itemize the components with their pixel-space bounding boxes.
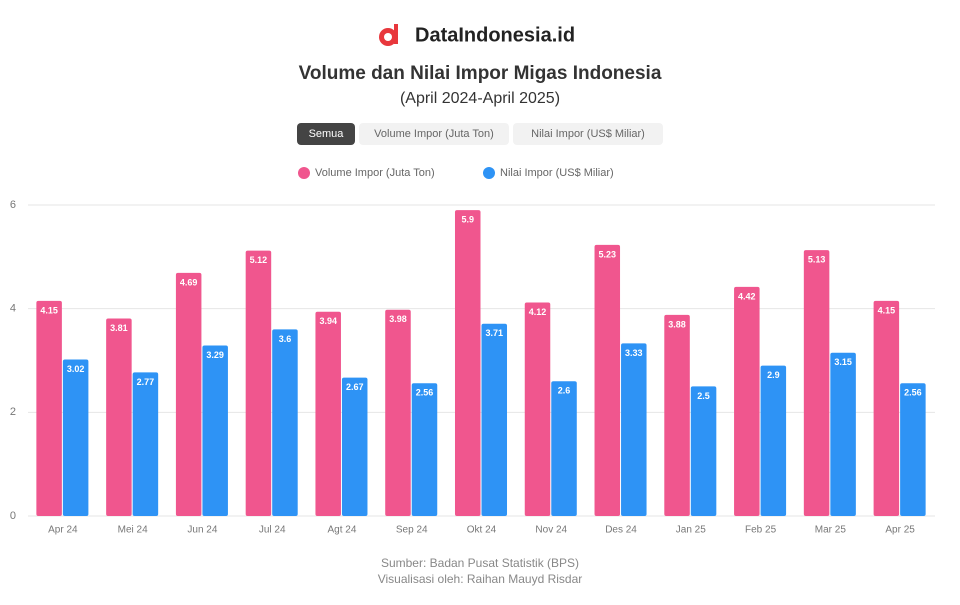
data-label: 4.69 bbox=[180, 277, 198, 287]
x-tick-label: Mei 24 bbox=[118, 525, 148, 536]
x-tick-label: Mar 25 bbox=[815, 525, 847, 536]
data-label: 3.02 bbox=[67, 364, 85, 374]
legend-swatch[interactable] bbox=[483, 167, 495, 179]
bar bbox=[202, 345, 228, 516]
bar bbox=[132, 372, 159, 516]
legend-label[interactable]: Volume Impor (Juta Ton) bbox=[315, 167, 435, 179]
data-label: 2.56 bbox=[904, 388, 922, 398]
data-label: 3.81 bbox=[110, 323, 128, 333]
x-tick-label: Apr 24 bbox=[48, 525, 78, 536]
bar bbox=[873, 300, 900, 516]
bar bbox=[36, 300, 62, 516]
data-label: 3.29 bbox=[206, 350, 224, 360]
bar bbox=[272, 329, 298, 516]
data-label: 2.6 bbox=[558, 386, 571, 396]
bar bbox=[175, 272, 202, 516]
x-tick-label: Feb 25 bbox=[745, 525, 777, 536]
data-label: 3.94 bbox=[319, 316, 337, 326]
bar bbox=[62, 359, 89, 516]
bar bbox=[594, 244, 621, 516]
bar bbox=[551, 381, 577, 516]
y-tick-label: 2 bbox=[10, 406, 16, 418]
data-label: 2.5 bbox=[697, 391, 710, 401]
plot: 0 2 4 6 Apr 24 4.15 3.02 Mei 24 3.81 2.77 Jun 24 4.… bbox=[10, 199, 935, 536]
bar bbox=[900, 383, 926, 516]
data-label: 5.13 bbox=[808, 254, 826, 264]
data-label: 4.12 bbox=[529, 307, 547, 317]
bar bbox=[621, 343, 647, 516]
chart-subtitle: (April 2024-April 2025) bbox=[400, 90, 560, 107]
x-tick-label: Nov 24 bbox=[535, 525, 567, 536]
bar bbox=[411, 383, 438, 516]
x-tick-label: Jan 25 bbox=[676, 525, 706, 536]
x-tick-label: Jun 24 bbox=[187, 525, 217, 536]
bar bbox=[315, 311, 341, 516]
bar bbox=[245, 250, 272, 516]
data-label: 2.67 bbox=[346, 382, 364, 392]
filter-button-label[interactable]: Nilai Impor (US$ Miliar) bbox=[531, 128, 645, 140]
chart-title: Volume dan Nilai Impor Migas Indonesia bbox=[299, 63, 662, 84]
x-tick-label: Des 24 bbox=[605, 525, 637, 536]
legend-label[interactable]: Nilai Impor (US$ Miliar) bbox=[500, 167, 614, 179]
logo bbox=[379, 24, 398, 46]
filter-button[interactable] bbox=[513, 123, 663, 145]
filter-button[interactable] bbox=[297, 123, 355, 145]
bar bbox=[481, 323, 508, 516]
x-tick-label: Okt 24 bbox=[467, 525, 497, 536]
data-label: 3.33 bbox=[625, 348, 643, 358]
filter-button[interactable] bbox=[359, 123, 509, 145]
data-label: 4.15 bbox=[878, 305, 896, 315]
data-label: 3.15 bbox=[834, 357, 852, 367]
bar bbox=[734, 286, 760, 516]
bar bbox=[664, 314, 690, 516]
data-label: 2.9 bbox=[767, 370, 780, 380]
x-tick-label: Apr 25 bbox=[885, 525, 915, 536]
data-label: 5.12 bbox=[250, 255, 268, 265]
data-label: 2.77 bbox=[137, 377, 155, 387]
brand: DataIndonesia.id bbox=[415, 24, 575, 46]
bar bbox=[385, 309, 411, 516]
bar bbox=[524, 302, 551, 516]
y-tick-label: 0 bbox=[10, 510, 16, 522]
filter-button-label[interactable]: Volume Impor (Juta Ton) bbox=[374, 128, 494, 140]
data-label: 3.98 bbox=[389, 314, 407, 324]
data-label: 3.88 bbox=[668, 319, 686, 329]
bar bbox=[106, 318, 132, 516]
bar bbox=[760, 365, 787, 516]
source: Sumber: Badan Pusat Statistik (BPS) bbox=[381, 556, 579, 570]
bar bbox=[454, 210, 481, 516]
data-label: 5.9 bbox=[461, 215, 474, 225]
data-label: 4.15 bbox=[40, 305, 58, 315]
data-label: 4.42 bbox=[738, 291, 756, 301]
bar bbox=[830, 352, 856, 516]
x-tick-label: Jul 24 bbox=[259, 525, 286, 536]
x-tick-label: Sep 24 bbox=[396, 525, 428, 536]
filter-button-label[interactable]: Semua bbox=[309, 128, 345, 140]
bar bbox=[341, 377, 368, 516]
data-label: 3.71 bbox=[485, 328, 503, 338]
data-label: 3.6 bbox=[279, 334, 292, 344]
data-label: 2.56 bbox=[416, 388, 434, 398]
bar bbox=[690, 386, 717, 516]
credit: Visualisasi oleh: Raihan Mauyd Risdar bbox=[378, 572, 583, 586]
y-tick-label: 6 bbox=[10, 199, 16, 211]
legend: Volume Impor (Juta Ton) Nilai Impor (US$ … bbox=[298, 167, 614, 179]
data-label: 5.23 bbox=[599, 249, 617, 259]
legend-swatch[interactable] bbox=[298, 167, 310, 179]
x-tick-label: Agt 24 bbox=[328, 525, 357, 536]
filter-buttons: Semua Volume Impor (Juta Ton) Nilai Impor … bbox=[297, 123, 663, 145]
bar bbox=[803, 250, 830, 516]
y-tick-label: 4 bbox=[10, 303, 16, 315]
